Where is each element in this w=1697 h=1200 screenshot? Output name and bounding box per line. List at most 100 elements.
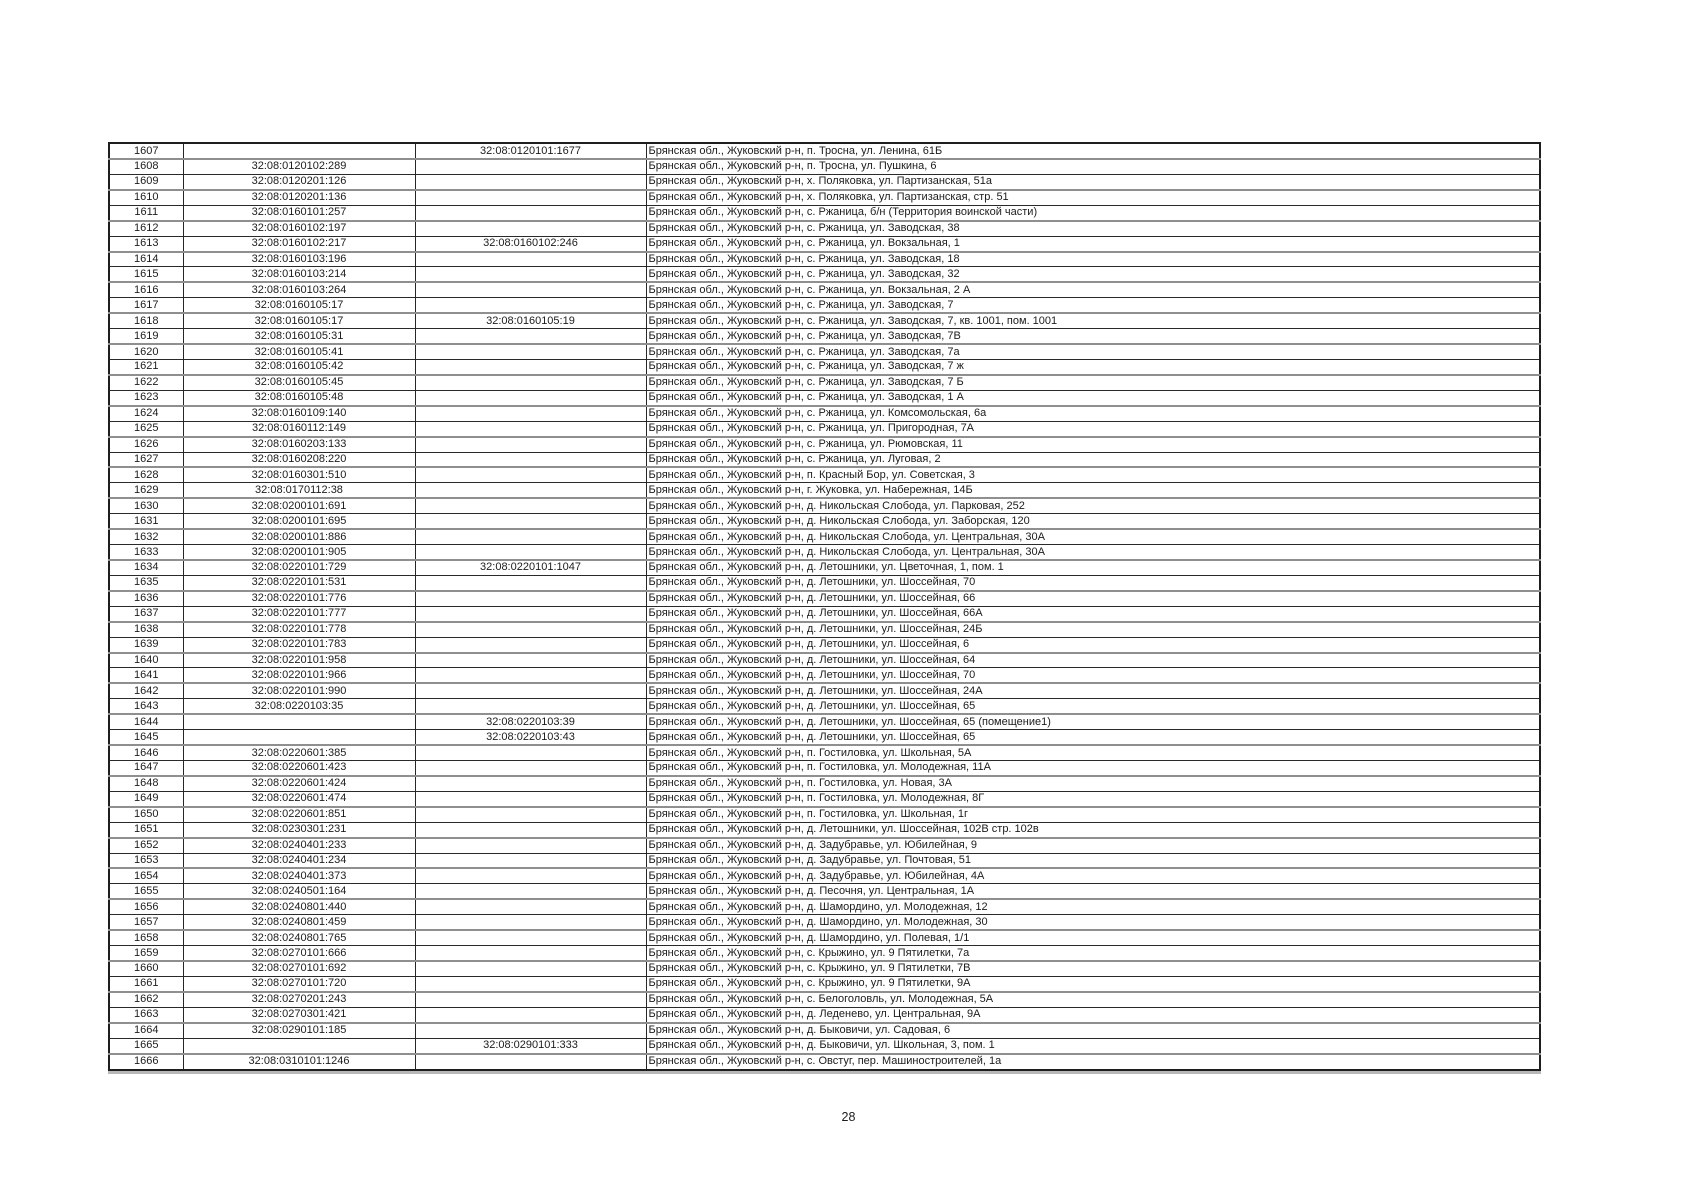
cadastral-number-secondary-cell — [414, 914, 646, 931]
cadastral-number-primary-cell: 32:08:0220101:729 — [182, 560, 415, 576]
address-cell: Брянская обл., Жуковский р-н, г. Жуковка… — [645, 482, 1540, 499]
cadastral-number-secondary-cell — [414, 436, 646, 453]
table-row: 1631 32:08:0200101:695 Брянская обл., Жуко… — [109, 513, 1540, 530]
cadastral-number-secondary-cell — [414, 1053, 646, 1070]
address-cell: Брянская обл., Жуковский р-н, с. Ржаница… — [645, 313, 1540, 329]
cadastral-number-secondary-cell: 32:08:0290101:333 — [414, 1038, 646, 1054]
cadastral-number-primary-cell: 32:08:0120102:289 — [182, 159, 415, 175]
cadastral-number-secondary-cell — [414, 282, 646, 298]
cadastral-number-secondary-cell — [414, 960, 646, 977]
row-number-cell: 1655 — [134, 884, 159, 897]
row-number-cell: 1610 — [134, 191, 159, 204]
table-row: 1633 32:08:0200101:905 Брянская обл., Жуко… — [109, 544, 1540, 560]
row-number-cell: 1624 — [134, 407, 159, 420]
cadastral-number-primary-cell: 32:08:0160105:45 — [182, 374, 415, 391]
cadastral-number-primary-cell: 32:08:0160105:42 — [182, 359, 415, 375]
cadastral-number-primary-cell — [182, 714, 415, 730]
row-number-cell: 1634 — [134, 561, 159, 574]
cadastral-number-secondary-cell — [414, 637, 646, 653]
row-number-cell: 1664 — [134, 1024, 159, 1037]
cadastral-number-primary-cell — [182, 143, 415, 160]
cadastral-number-secondary-cell: 32:08:0220103:43 — [414, 729, 646, 746]
cadastral-number-primary-cell: 32:08:0240801:440 — [182, 899, 415, 915]
address-cell: Брянская обл., Жуковский р-н, п. Тросна,… — [645, 143, 1540, 160]
table-row: 1628 32:08:0160301:510 Брянская обл., Жуко… — [109, 467, 1540, 483]
table-row: 1626 32:08:0160203:133 Брянская обл., Жуко… — [109, 436, 1540, 453]
table-row: 1655 32:08:0240501:164 Брянская обл., Жуко… — [109, 883, 1540, 900]
address-cell: Брянская обл., Жуковский р-н, с. Крыжино… — [645, 976, 1540, 992]
cadastral-number-secondary-cell — [414, 344, 646, 360]
table-row: 1647 32:08:0220601:423 Брянская обл., Жуко… — [109, 760, 1540, 776]
row-number-cell: 1611 — [134, 206, 159, 219]
cadastral-number-primary-cell: 32:08:0160105:17 — [182, 313, 415, 329]
cadastral-number-secondary-cell — [414, 405, 646, 422]
table-row: 1613 32:08:0160102:217 32:08:0160102:246 Бр… — [109, 236, 1540, 252]
table-row: 1654 32:08:0240401:373 Брянская обл., Жуко… — [109, 868, 1540, 884]
cadastral-number-primary-cell: 32:08:0220101:990 — [182, 683, 415, 699]
address-cell: Брянская обл., Жуковский р-н, с. Ржаница… — [645, 359, 1540, 375]
cadastral-number-primary-cell: 32:08:0160102:217 — [182, 236, 415, 252]
row-number-cell: 1607 — [134, 144, 159, 157]
table-row: 1646 32:08:0220601:385 Брянская обл., Жуко… — [109, 745, 1540, 761]
table-row: 1610 32:08:0120201:136 Брянская обл., Жуко… — [109, 189, 1540, 206]
address-cell: Брянская обл., Жуковский р-н, с. Ржаница… — [645, 282, 1540, 298]
row-number-cell: 1609 — [134, 175, 159, 188]
cadastral-number-secondary-cell — [414, 930, 646, 946]
table-row: 1661 32:08:0270101:720 Брянская обл., Жуко… — [109, 976, 1540, 992]
cadastral-number-secondary-cell — [414, 482, 646, 499]
address-cell: Брянская обл., Жуковский р-н, д. Летошни… — [645, 652, 1540, 668]
cadastral-number-secondary-cell — [414, 421, 646, 437]
table-row: 1624 32:08:0160109:140 Брянская обл., Жуко… — [109, 405, 1540, 422]
cadastral-number-secondary-cell — [414, 745, 646, 761]
row-number-cell: 1620 — [134, 345, 159, 358]
table-row: 1649 32:08:0220601:474 Брянская обл., Жуко… — [109, 791, 1540, 807]
address-cell: Брянская обл., Жуковский р-н, с. Ржаница… — [645, 328, 1540, 345]
table-row: 1627 32:08:0160208:220 Брянская обл., Жуко… — [109, 452, 1540, 468]
cadastral-number-primary-cell: 32:08:0160105:17 — [182, 297, 415, 314]
row-number-cell: 1631 — [134, 514, 159, 527]
cadastral-number-primary-cell: 32:08:0200101:905 — [182, 544, 415, 560]
address-cell: Брянская обл., Жуковский р-н, д. Летошни… — [645, 606, 1540, 622]
cadastral-number-primary-cell: 32:08:0240401:373 — [182, 868, 415, 884]
row-number-cell: 1638 — [134, 623, 159, 636]
address-cell: Брянская обл., Жуковский р-н, п. Тросна,… — [645, 159, 1540, 175]
table-row: 1660 32:08:0270101:692 Брянская обл., Жуко… — [109, 960, 1540, 977]
cadastral-number-primary-cell: 32:08:0200101:886 — [182, 529, 415, 545]
address-cell: Брянская обл., Жуковский р-н, д. Летошни… — [645, 714, 1540, 730]
cadastral-number-secondary-cell — [414, 806, 646, 823]
row-number-cell: 1633 — [134, 545, 159, 558]
table-row: 1652 32:08:0240401:233 Брянская обл., Жуко… — [109, 837, 1540, 854]
cadastral-number-primary-cell: 32:08:0220101:776 — [182, 590, 415, 607]
table-row: 1637 32:08:0220101:777 Брянская обл., Жуко… — [109, 606, 1540, 622]
row-number-cell: 1650 — [134, 808, 159, 821]
cadastral-number-secondary-cell — [414, 251, 646, 267]
cadastral-number-secondary-cell — [414, 189, 646, 206]
table-row: 1663 32:08:0270301:421 Брянская обл., Жуко… — [109, 1007, 1540, 1023]
address-cell: Брянская обл., Жуковский р-н, с. Ржаница… — [645, 205, 1540, 221]
address-cell: Брянская обл., Жуковский р-н, д. Быкович… — [645, 1022, 1540, 1039]
cadastral-number-secondary-cell: 32:08:0220101:1047 — [414, 560, 646, 576]
address-cell: Брянская обл., Жуковский р-н, д. Никольс… — [645, 544, 1540, 560]
cadastral-number-secondary-cell: 32:08:0160105:19 — [414, 313, 646, 329]
address-cell: Брянская обл., Жуковский р-н, х. Поляков… — [645, 189, 1540, 206]
cadastral-number-primary-cell: 32:08:0160103:264 — [182, 282, 415, 298]
cadastral-number-primary-cell: 32:08:0200101:691 — [182, 498, 415, 514]
address-cell: Брянская обл., Жуковский р-н, д. Летошни… — [645, 822, 1540, 838]
cadastral-number-secondary-cell — [414, 590, 646, 607]
cadastral-number-primary-cell: 32:08:0240401:233 — [182, 837, 415, 854]
row-number-cell: 1648 — [134, 777, 159, 790]
row-number-cell: 1621 — [134, 360, 159, 373]
cadastral-number-primary-cell: 32:08:0120201:136 — [182, 189, 415, 206]
cadastral-number-primary-cell: 32:08:0160203:133 — [182, 436, 415, 453]
address-cell: Брянская обл., Жуковский р-н, с. Белогол… — [645, 991, 1540, 1008]
cadastral-number-primary-cell: 32:08:0160105:48 — [182, 390, 415, 406]
row-number-cell: 1616 — [134, 283, 159, 296]
address-cell: Брянская обл., Жуковский р-н, д. Шаморди… — [645, 930, 1540, 946]
table-row: 1625 32:08:0160112:149 Брянская обл., Жуко… — [109, 421, 1540, 437]
cadastral-number-primary-cell: 32:08:0160101:257 — [182, 205, 415, 221]
cadastral-number-primary-cell: 32:08:0270201:243 — [182, 991, 415, 1008]
address-cell: Брянская обл., Жуковский р-н, с. Овстуг,… — [645, 1053, 1540, 1070]
address-cell: Брянская обл., Жуковский р-н, д. Шаморди… — [645, 914, 1540, 931]
row-number-cell: 1649 — [134, 792, 159, 805]
